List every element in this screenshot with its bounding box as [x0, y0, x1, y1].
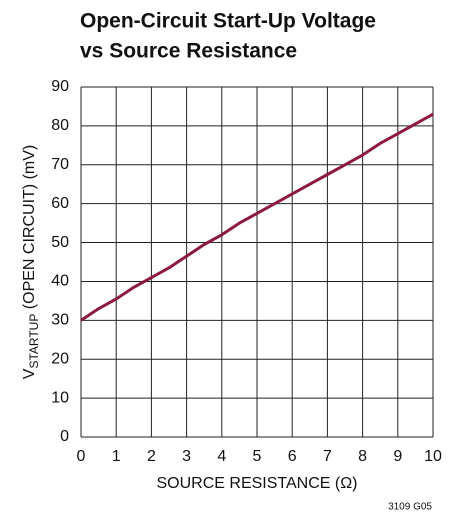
y-axis-label-main: V	[21, 368, 38, 379]
y-tick-label: 20	[51, 350, 69, 367]
x-tick-label: 7	[323, 448, 332, 465]
x-tick-label: 4	[217, 448, 226, 465]
y-tick-label: 60	[51, 195, 69, 212]
y-axis-label-subscript: STARTUP	[27, 314, 41, 369]
y-tick-label: 50	[51, 234, 69, 251]
x-tick-label: 3	[182, 448, 191, 465]
y-tick-label: 70	[51, 156, 69, 173]
x-tick-label: 8	[358, 448, 367, 465]
x-tick-label: 10	[424, 448, 442, 465]
y-tick-label: 30	[51, 312, 69, 329]
y-tick-label: 90	[51, 78, 69, 95]
figure-note: 3109 G05	[388, 502, 432, 513]
x-tick-label: 9	[393, 448, 402, 465]
x-axis-label: SOURCE RESISTANCE (Ω)	[156, 475, 357, 492]
data-line	[80, 112, 434, 322]
chart-title: Open-Circuit Start-Up Voltage	[80, 10, 376, 33]
chart-title: vs Source Resistance	[80, 40, 297, 63]
x-tick-label: 6	[288, 448, 297, 465]
x-tick-label: 1	[112, 448, 121, 465]
y-tick-label: 0	[60, 428, 69, 445]
y-axis-label: VSTARTUP (OPEN CIRCUIT) (mV)	[21, 145, 41, 379]
x-tick-label: 2	[147, 448, 156, 465]
x-tick-label: 0	[77, 448, 86, 465]
y-tick-label: 10	[51, 389, 69, 406]
y-axis-label-rest: (OPEN CIRCUIT) (mV)	[21, 145, 38, 314]
y-tick-label: 40	[51, 273, 69, 290]
x-tick-label: 5	[253, 448, 262, 465]
y-tick-label: 80	[51, 117, 69, 134]
